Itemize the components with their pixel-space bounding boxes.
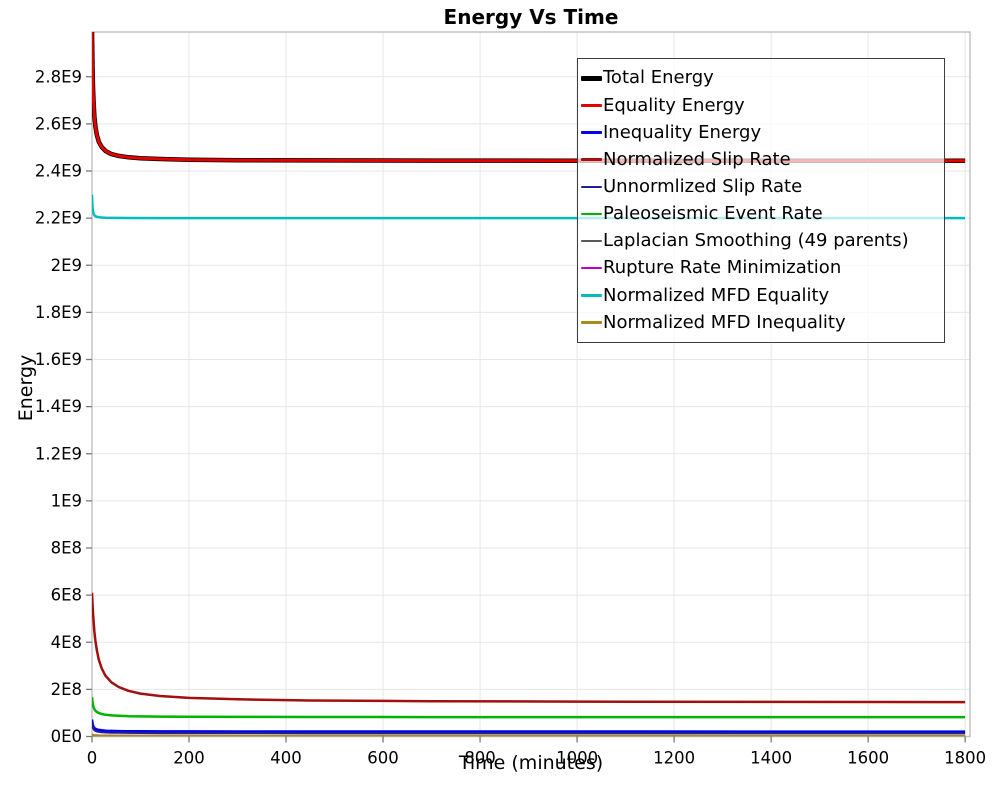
legend-item: Equality Energy xyxy=(581,94,944,116)
legend-label: Normalized Slip Rate xyxy=(603,148,791,170)
legend-item: Laplacian Smoothing (49 parents) xyxy=(581,231,944,251)
legend-label: Inequality Energy xyxy=(603,121,762,143)
legend-swatch xyxy=(581,267,602,270)
legend-swatch xyxy=(581,294,602,297)
y-tick-label: 2.6E9 xyxy=(35,114,82,133)
legend-item: Normalized MFD Equality xyxy=(581,284,944,306)
y-tick-label: 1.6E9 xyxy=(35,350,82,369)
legend-item: Normalized MFD Inequality xyxy=(581,311,944,333)
x-tick-label: 1600 xyxy=(847,749,889,768)
legend-label: Unnormlized Slip Rate xyxy=(603,175,803,197)
y-tick-label: 8E8 xyxy=(51,539,82,558)
y-tick-label: 1.8E9 xyxy=(35,303,82,322)
x-tick-label: 1800 xyxy=(944,749,986,768)
y-tick-label: 2.8E9 xyxy=(35,67,82,86)
legend: Total Energy Equality Energy Inequality En… xyxy=(577,58,945,343)
y-tick-label: 1.2E9 xyxy=(35,444,82,463)
x-axis-label: Time (minutes) xyxy=(458,752,604,774)
series-line-normalized-slip-rate xyxy=(92,592,966,704)
x-tick-label: 1200 xyxy=(653,749,695,768)
legend-item: Normalized Slip Rate xyxy=(581,150,944,170)
chart-title: Energy Vs Time xyxy=(443,5,619,29)
x-tick-label: 0 xyxy=(87,749,98,768)
series-group xyxy=(92,32,966,737)
legend-label: Equality Energy xyxy=(603,94,745,116)
x-tick-label: 1000 xyxy=(556,749,598,768)
y-tick-label: 1E9 xyxy=(51,491,82,510)
series-line-equality-energy xyxy=(92,32,966,163)
legend-label: Total Energy xyxy=(603,67,714,89)
y-tick-label: 2E8 xyxy=(51,680,82,699)
y-tick-label: 0E0 xyxy=(51,727,82,746)
y-tick-label: 1.4E9 xyxy=(35,397,82,416)
y-tick-label: 2.2E9 xyxy=(35,209,82,228)
legend-swatch xyxy=(581,321,602,324)
legend-item: Unnormlized Slip Rate xyxy=(581,177,944,197)
x-tick-label: 200 xyxy=(173,749,205,768)
legend-swatch xyxy=(581,158,602,161)
legend-item: Total Energy xyxy=(581,68,944,88)
series-line-normalized-mfd-inequality xyxy=(92,733,966,737)
series-line-normalized-mfd-equality xyxy=(92,194,966,220)
y-tick-label: 4E8 xyxy=(51,633,82,652)
y-tick-label: 2E9 xyxy=(51,256,82,275)
legend-item: Rupture Rate Minimization xyxy=(581,258,944,278)
legend-label: Normalized MFD Inequality xyxy=(603,311,846,333)
x-tick-label: 400 xyxy=(270,749,302,768)
series-line-inequality-energy xyxy=(92,719,966,733)
y-tick-label: 2.4E9 xyxy=(35,162,82,181)
series-line-unnormlized-slip-rate xyxy=(92,723,966,735)
legend-item: Paleoseismic Event Rate xyxy=(581,204,944,224)
y-tick-label: 6E8 xyxy=(51,586,82,605)
series-line-paleoseismic-event-rate xyxy=(92,697,966,719)
legend-label: Paleoseismic Event Rate xyxy=(603,203,823,225)
x-tick-label: 800 xyxy=(464,749,496,768)
legend-label: Normalized MFD Equality xyxy=(603,284,830,306)
legend-label: Rupture Rate Minimization xyxy=(603,257,842,279)
legend-swatch xyxy=(581,76,602,81)
legend-item: Inequality Energy xyxy=(581,121,944,143)
legend-swatch xyxy=(581,240,602,243)
legend-swatch xyxy=(581,212,602,216)
legend-swatch xyxy=(581,185,602,188)
x-tick-label: 1400 xyxy=(750,749,792,768)
legend-swatch xyxy=(581,103,602,107)
y-axis-label: Energy xyxy=(15,354,37,422)
legend-label: Laplacian Smoothing (49 parents) xyxy=(603,230,909,252)
legend-swatch xyxy=(581,131,602,134)
x-tick-label: 600 xyxy=(367,749,399,768)
